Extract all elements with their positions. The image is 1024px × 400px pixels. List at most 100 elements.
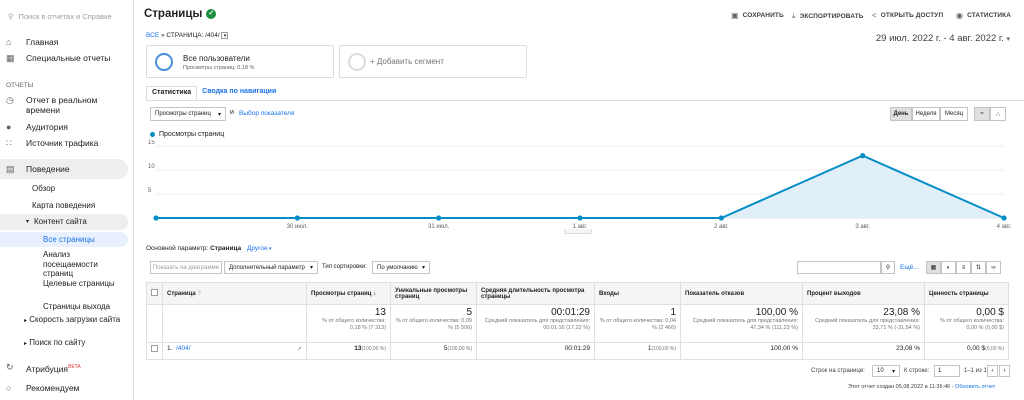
- row-checkbox[interactable]: [146, 342, 163, 360]
- motion-chart-button[interactable]: ∴: [990, 107, 1006, 121]
- sort-type-label: Тип сортировки:: [322, 264, 367, 270]
- share-button[interactable]: < ОТКРЫТЬ ДОСТУП: [872, 11, 943, 20]
- add-segment-label: + Добавить сегмент: [370, 57, 444, 66]
- select-all-checkbox[interactable]: [146, 282, 163, 305]
- date-range-text: 29 июл. 2022 г. - 4 авг. 2022 г.: [875, 33, 1004, 44]
- other-dimension-link[interactable]: Другое: [246, 245, 268, 252]
- created-text: Этот отчет создан 05.08.2022 в 11:36:46 …: [848, 384, 954, 390]
- help-icon: ?: [197, 290, 202, 297]
- line-chart: 5 10 15 30 июл. 31 июл. 1 авг. 2 авг. 3 авг. 4 …: [148, 140, 1012, 230]
- pivot-view-button[interactable]: ∞: [986, 261, 1001, 274]
- sidebar-item-label: Специальные отчеты: [26, 53, 111, 63]
- month-button[interactable]: Месяц: [940, 107, 968, 121]
- performance-view-button[interactable]: ≡: [956, 261, 971, 274]
- comparison-icon: ⇅: [975, 265, 982, 271]
- column-header-unique-pageviews[interactable]: Уникальные просмотры страниц: [390, 282, 477, 305]
- search-placeholder: Поиск в отчетах и Справке: [18, 11, 112, 21]
- column-header-page-value[interactable]: Ценность страницы: [924, 282, 1009, 305]
- comparison-view-button[interactable]: ⇅: [971, 261, 986, 274]
- sort-type-select[interactable]: По умолчанию ▾: [372, 261, 430, 274]
- save-button[interactable]: ▣ СОХРАНИТЬ: [731, 11, 784, 20]
- column-header-pageviews[interactable]: Просмотры страниц ↓: [306, 282, 391, 305]
- segment-all-users[interactable]: Все пользователи Просмотры страниц: 0,18…: [146, 45, 334, 78]
- metric-select[interactable]: Просмотры страниц ▾: [150, 107, 226, 121]
- sidebar-item-label: Контент сайта: [34, 217, 87, 226]
- x-tick-label: 30 июл.: [287, 224, 309, 230]
- add-segment-button[interactable]: + Добавить сегмент: [339, 45, 527, 78]
- advanced-filter-link[interactable]: Ещё...: [900, 264, 919, 271]
- dropdown-icon[interactable]: ▾: [221, 32, 229, 39]
- goto-row-label: К строке:: [904, 368, 930, 374]
- main-content: Страницы ✓ ▣ СОХРАНИТЬ ⤓ ЭКСПОРТИРОВАТЬ < ОТ…: [134, 0, 1024, 400]
- sidebar-item-site-search[interactable]: ▸ Поиск по сайту: [24, 338, 85, 350]
- week-button[interactable]: Неделя: [912, 107, 940, 121]
- sidebar-item-behavior-flow[interactable]: Карта поведения: [32, 201, 96, 210]
- data-point: [1001, 215, 1007, 221]
- sidebar-item-all-pages[interactable]: Все страницы: [0, 232, 128, 247]
- page-title: Страницы ✓: [144, 8, 217, 20]
- export-button[interactable]: ⤓ ЭКСПОРТИРОВАТЬ: [792, 11, 864, 21]
- segment-sub: Просмотры страниц: 0,18 %: [183, 65, 255, 71]
- save-icon: ▣: [731, 11, 739, 20]
- refresh-report-link[interactable]: Обновить отчет: [955, 384, 996, 390]
- tab-statistics[interactable]: Статистика: [146, 86, 198, 100]
- y-tick-label: 10: [148, 164, 155, 170]
- column-header-label: Просмотры страниц: [311, 290, 372, 297]
- line-chart-button[interactable]: ≈: [974, 107, 990, 121]
- column-header-bounce-rate[interactable]: Показатель отказов: [680, 282, 803, 305]
- caret-right-icon: ▸: [24, 318, 28, 324]
- x-tick-label: 3 авг.: [855, 224, 870, 230]
- total-value: 23,08 %: [883, 307, 920, 318]
- row-bounce-rate: 100,00 %: [680, 342, 803, 360]
- column-header-exit-rate[interactable]: Процент выходов: [802, 282, 925, 305]
- sidebar-item-landing-pages[interactable]: Целевые страницы: [43, 279, 115, 288]
- check-icon: ✓: [206, 9, 217, 19]
- chart-resize-handle[interactable]: [564, 229, 592, 234]
- next-page-button[interactable]: ›: [999, 365, 1010, 377]
- breadcrumb-current: СТРАНИЦА: /404/: [166, 32, 220, 39]
- breadcrumb-separator: »: [160, 32, 165, 39]
- table-search-button[interactable]: ⚲: [881, 261, 895, 274]
- table-filter-input[interactable]: [797, 261, 881, 274]
- external-link-icon[interactable]: ↗: [296, 346, 302, 353]
- day-button[interactable]: День: [890, 107, 912, 121]
- row-page-link[interactable]: /404/: [176, 345, 191, 352]
- sidebar-item-overview[interactable]: Обзор: [32, 184, 56, 193]
- tab-navigation-summary[interactable]: Сводка по навигации: [202, 88, 277, 95]
- insights-button[interactable]: ◉ СТАТИСТИКА: [956, 11, 1011, 20]
- legend-dot: [150, 132, 155, 137]
- column-header-avg-time[interactable]: Средняя длительность просмотра страницы: [476, 282, 595, 305]
- sidebar-item-label: Главная: [26, 37, 59, 47]
- caret-down-icon: ▾: [267, 246, 272, 252]
- data-point: [153, 215, 159, 221]
- rows-per-page-select[interactable]: 10 ▾: [872, 365, 900, 377]
- goto-row-input[interactable]: 1: [934, 365, 960, 377]
- search-box[interactable]: ⚲ Поиск в отчетах и Справке: [8, 8, 128, 24]
- pie-view-button[interactable]: ◐: [941, 261, 956, 274]
- rows-per-page-value: 10: [877, 368, 884, 374]
- prev-page-button[interactable]: ‹: [987, 365, 998, 377]
- bars-icon: ≡: [961, 264, 966, 271]
- pie-icon: ◐: [946, 264, 951, 271]
- choose-metric-link[interactable]: Выбор показателя: [239, 110, 295, 117]
- person-icon: ●: [6, 122, 12, 132]
- column-header-page[interactable]: Страница ?: [162, 282, 307, 305]
- rows-per-page-label: Строк на странице:: [811, 368, 865, 374]
- plot-rows-button[interactable]: Показать на диаграмме: [150, 261, 222, 274]
- sidebar-item-exit-pages[interactable]: Страницы выхода: [43, 302, 111, 311]
- row-pct: (100,00 %): [447, 346, 472, 352]
- breadcrumb-all-link[interactable]: ВСЕ: [146, 32, 160, 39]
- table-view-button[interactable]: ▦: [926, 261, 941, 274]
- row-avg-time: 00:01:29: [476, 342, 595, 360]
- date-range-picker[interactable]: 29 июл. 2022 г. - 4 авг. 2022 г. ▾: [876, 33, 1010, 44]
- sidebar-item-site-content[interactable]: ▾ Контент сайта: [0, 214, 128, 230]
- sidebar-item-content-drilldown[interactable]: Анализ посещаемости страниц: [43, 250, 98, 278]
- column-header-entrances[interactable]: Входы: [594, 282, 681, 305]
- insights-icon: ◉: [956, 11, 964, 20]
- sidebar-item-site-speed[interactable]: ▸ Скорость загрузки сайта: [24, 315, 124, 327]
- segment-name: Все пользователи: [183, 54, 250, 63]
- report-tabs: Статистика Сводка по навигации: [146, 86, 281, 100]
- sidebar-item-behavior[interactable]: ▤ Поведение: [0, 159, 128, 179]
- sort-desc-icon: ↓: [373, 290, 377, 297]
- secondary-dimension-select[interactable]: Дополнительный параметр ▾: [224, 261, 318, 274]
